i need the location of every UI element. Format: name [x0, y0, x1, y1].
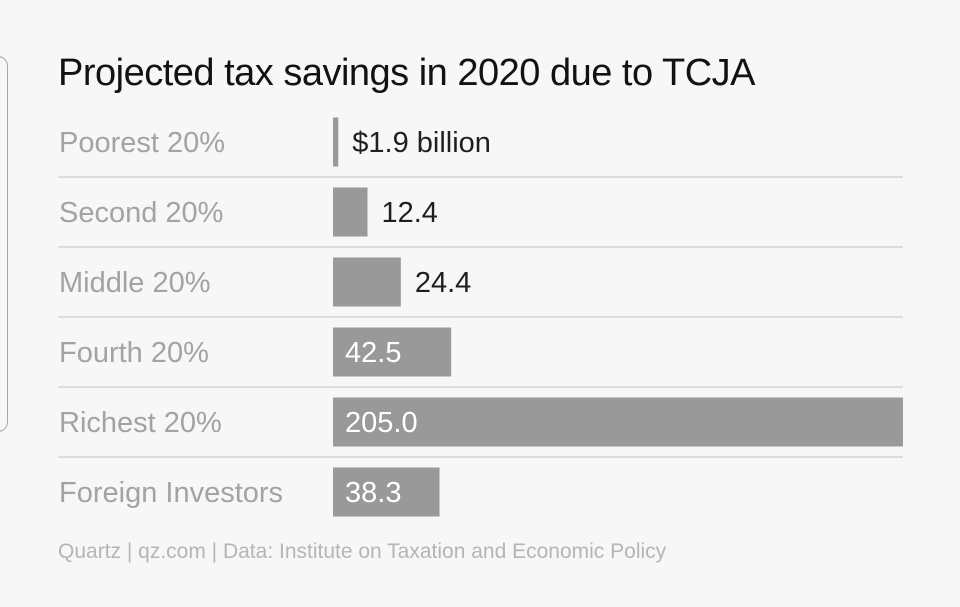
category-label-second-20: Second 20%: [59, 197, 223, 229]
source-footer: Quartz | qz.com | Data: Institute on Tax…: [58, 540, 667, 563]
category-label-poorest-20: Poorest 20%: [59, 127, 225, 159]
bar-middle-20: [333, 257, 401, 307]
bar-richest-20: [333, 397, 903, 447]
value-label-foreign-investors: 38.3: [345, 477, 401, 509]
category-label-richest-20: Richest 20%: [59, 407, 222, 439]
bar-poorest-20: [333, 117, 339, 167]
category-label-middle-20: Middle 20%: [59, 267, 211, 299]
category-label-fourth-20: Fourth 20%: [59, 337, 209, 369]
value-label-fourth-20: 42.5: [345, 337, 401, 369]
category-label-foreign-investors: Foreign Investors: [59, 477, 283, 509]
value-label-second-20: 12.4: [381, 197, 437, 229]
bar-foreign-investors: [333, 467, 440, 517]
value-label-richest-20: 205.0: [345, 407, 418, 439]
value-label-poorest-20: $1.9 billion: [352, 127, 491, 159]
bar-second-20: [333, 187, 368, 237]
value-label-middle-20: 24.4: [415, 267, 471, 299]
chart-title: Projected tax savings in 2020 due to TCJ…: [58, 52, 756, 94]
bar-fourth-20: [333, 327, 452, 377]
